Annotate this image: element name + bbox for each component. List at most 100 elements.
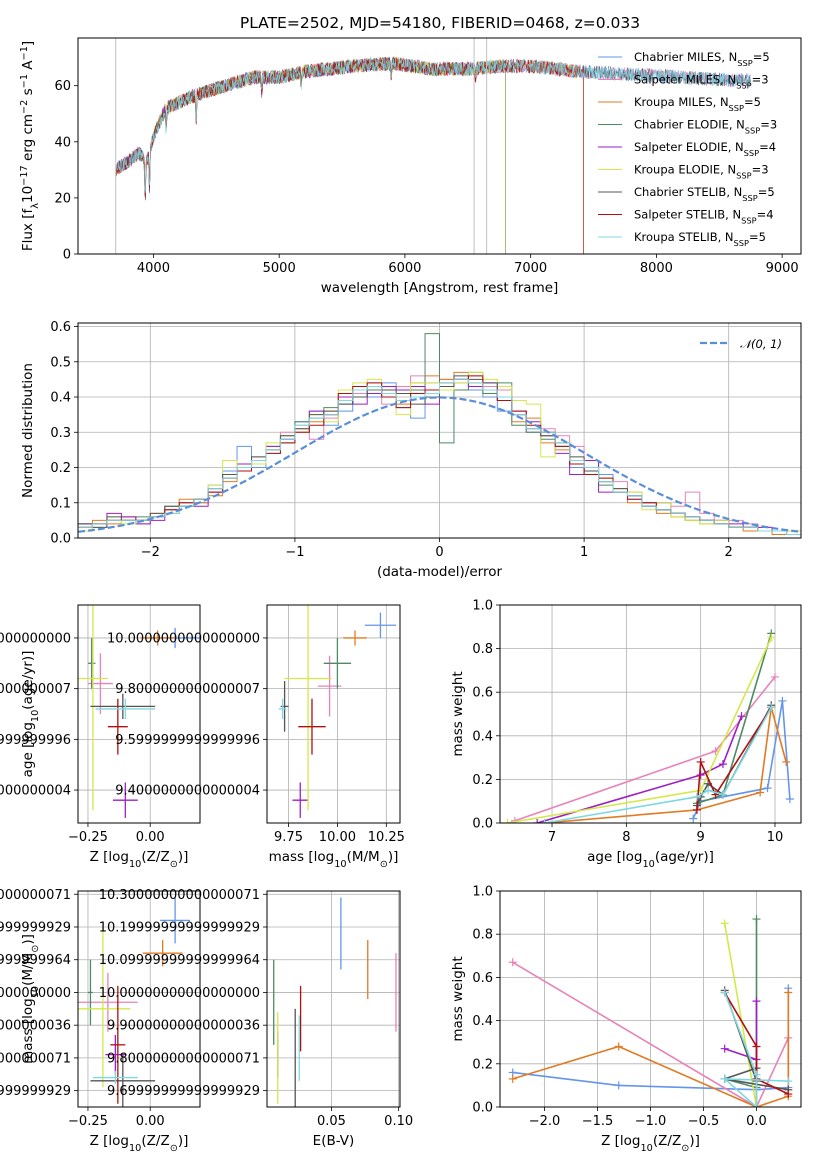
- plot-area-mass_ebv: [273, 897, 397, 1107]
- axes-frame: [77, 37, 802, 255]
- tick-label-y: 0.8: [472, 642, 493, 657]
- tick-label-y: 0.3: [50, 426, 71, 441]
- axis-label-x: mass [log10(M/M⊙)]: [269, 849, 399, 870]
- tick-label-y: 0.4: [472, 729, 493, 744]
- weight-marker-SaM: [770, 672, 779, 681]
- tick-label-x: 10: [767, 830, 784, 845]
- tick-label-y: 9.4000000000000004: [0, 784, 71, 799]
- weight-marker-SaM: [508, 958, 517, 967]
- axis-label-y: mass [log10(M/M⊙)]: [20, 934, 41, 1064]
- weight-marker-ChM: [763, 784, 772, 793]
- plot-area-residuals: [78, 333, 801, 538]
- tick-label-x: 9: [697, 830, 705, 845]
- weight-marker-KrS: [718, 790, 727, 799]
- tick-label-x: −1.5: [582, 1114, 614, 1129]
- axes-frame: [499, 890, 802, 1108]
- tick-label-x: −0.5: [688, 1114, 720, 1129]
- weight-marker-KrM: [508, 1074, 517, 1083]
- tick-label-y: 1.0: [472, 599, 493, 614]
- spectrum-line-KrS: [115, 57, 751, 193]
- legend-label-gaussian: 𝒩(0, 1): [740, 337, 782, 351]
- weight-marker-KrM: [614, 1042, 623, 1051]
- weight-marker-SaE: [737, 712, 746, 721]
- weight-marker-KrE: [503, 819, 512, 823]
- panel-residuals: −2 −1 0 1 2 0.0 0.1 0.2 0.3 0.4 0.5 0.6 (data-model)…: [20, 320, 802, 580]
- tick-label-x: 0: [435, 545, 443, 560]
- plot-area-mass_Z: [78, 897, 191, 1107]
- tick-label-x: 8000: [640, 261, 673, 276]
- plot-layer: 4000 5000 6000 7000 8000 90000204060wavelengt…: [0, 37, 802, 1154]
- tick-label-y: 0.6: [472, 971, 493, 986]
- tick-label-x: 8: [622, 830, 630, 845]
- axes-frame: [77, 604, 201, 824]
- tick-label-y: 0.4: [50, 391, 71, 406]
- axis-label-y: Flux [fλ10−17 erg cm−2 s−1 A−1]: [19, 41, 41, 251]
- tick-label-y: 0.0: [50, 532, 71, 547]
- tick-label-x: 9.75: [274, 830, 303, 845]
- figure-title: PLATE=2502, MJD=54180, FIBERID=0468, z=0…: [240, 14, 640, 32]
- tick-label-x: 10.00: [319, 830, 356, 845]
- legend-label-KrS: Kroupa STELIB, NSSP=5: [634, 230, 766, 248]
- weight-line-SaS: [696, 707, 772, 810]
- legend-label-ChS: Chabrier STELIB, NSSP=5: [634, 185, 775, 203]
- tick-label-y: 10.30000000000000071: [0, 888, 71, 903]
- tick-label-y: 1.0: [472, 885, 493, 900]
- weight-marker-SaE: [752, 997, 761, 1006]
- axes-frame: [266, 890, 401, 1108]
- weight-marker-KrS: [704, 786, 713, 795]
- tick-label-y: 10.09999999999999964: [0, 953, 71, 968]
- panel-age_Z: −0.25 0.00 9.4000000000000004 9.59999999999…: [0, 604, 201, 870]
- tick-label-x: 0.0: [746, 1114, 767, 1129]
- weight-marker-SaE: [720, 1044, 729, 1053]
- weight-marker-KrE: [720, 919, 729, 928]
- gaussian-reference-line: [78, 396, 801, 533]
- axis-label-x: Z [log10(Z/Z⊙)]: [601, 1133, 700, 1154]
- axis-label-x: age [log10(age/yr)]: [587, 849, 714, 870]
- tick-label-x: 0.00: [136, 830, 165, 845]
- legend-label-ChM: Chabrier MILES, NSSP=5: [634, 50, 770, 68]
- legend-label-ChE: Chabrier ELODIE, NSSP=3: [634, 118, 777, 136]
- axes-frame: [77, 890, 201, 1108]
- axis-label-y: mass weight: [450, 956, 466, 1041]
- tick-label-y: 0: [63, 248, 71, 263]
- tick-label-y: 10.19999999999999929: [99, 921, 260, 936]
- panel-w_Z: −2.0 −1.5 −1.0 −0.5 0.0 0.0 0.2 0.4 0.6 0.8 1.0 Z […: [450, 885, 802, 1154]
- tick-label-y: 10.00000000000000000: [99, 986, 260, 1001]
- weight-marker-KrM: [756, 788, 765, 797]
- tick-label-y: 0.6: [472, 686, 493, 701]
- tick-label-y: 9.90000000000000036: [0, 1019, 71, 1034]
- weight-marker-KrS: [720, 988, 729, 997]
- tick-label-y: 0.8: [472, 928, 493, 943]
- weight-line-SaE: [536, 715, 743, 823]
- legend-label-SaE: Salpeter ELODIE, NSSP=4: [634, 140, 776, 158]
- weight-line-SaM: [512, 961, 790, 1107]
- plot-area-age_mass: [278, 605, 397, 818]
- tick-label-x: 6000: [388, 261, 421, 276]
- weight-marker-KrS: [767, 703, 776, 712]
- tick-label-y: 10.09999999999999964: [99, 953, 260, 968]
- tick-label-y: 0.0: [472, 817, 493, 832]
- axis-label-x: Z [log10(Z/Z⊙)]: [90, 1133, 189, 1154]
- tick-label-y: 9.69999999999999929: [0, 1084, 71, 1099]
- tick-label-x: 10.25: [368, 830, 405, 845]
- weight-marker-ChM: [778, 696, 787, 705]
- axis-label-x: Z [log10(Z/Z⊙)]: [90, 849, 189, 870]
- tick-label-y: 9.69999999999999929: [107, 1084, 260, 1099]
- legend-label-KrM: Kroupa MILES, NSSP=5: [634, 95, 761, 113]
- tick-label-y: 9.4000000000000004: [115, 784, 260, 799]
- tick-label-y: 10.00000000000000000: [0, 986, 71, 1001]
- weight-line-KrM: [512, 992, 790, 1107]
- tick-label-y: 60: [54, 79, 71, 94]
- plot-area-age_Z: [78, 605, 200, 818]
- tick-label-y: 9.90000000000000036: [107, 1019, 260, 1034]
- tick-label-y: 9.80000000000000071: [107, 1051, 260, 1066]
- tick-label-y: 40: [54, 135, 71, 150]
- tick-label-x: 5000: [263, 261, 296, 276]
- weight-marker-KrS: [752, 1103, 761, 1107]
- axes-frame: [499, 604, 802, 824]
- weight-marker-ChE: [752, 915, 761, 924]
- tick-label-y: 0.5: [50, 355, 71, 370]
- tick-label-x: 2: [725, 545, 733, 560]
- tick-label-x: 9000: [766, 261, 799, 276]
